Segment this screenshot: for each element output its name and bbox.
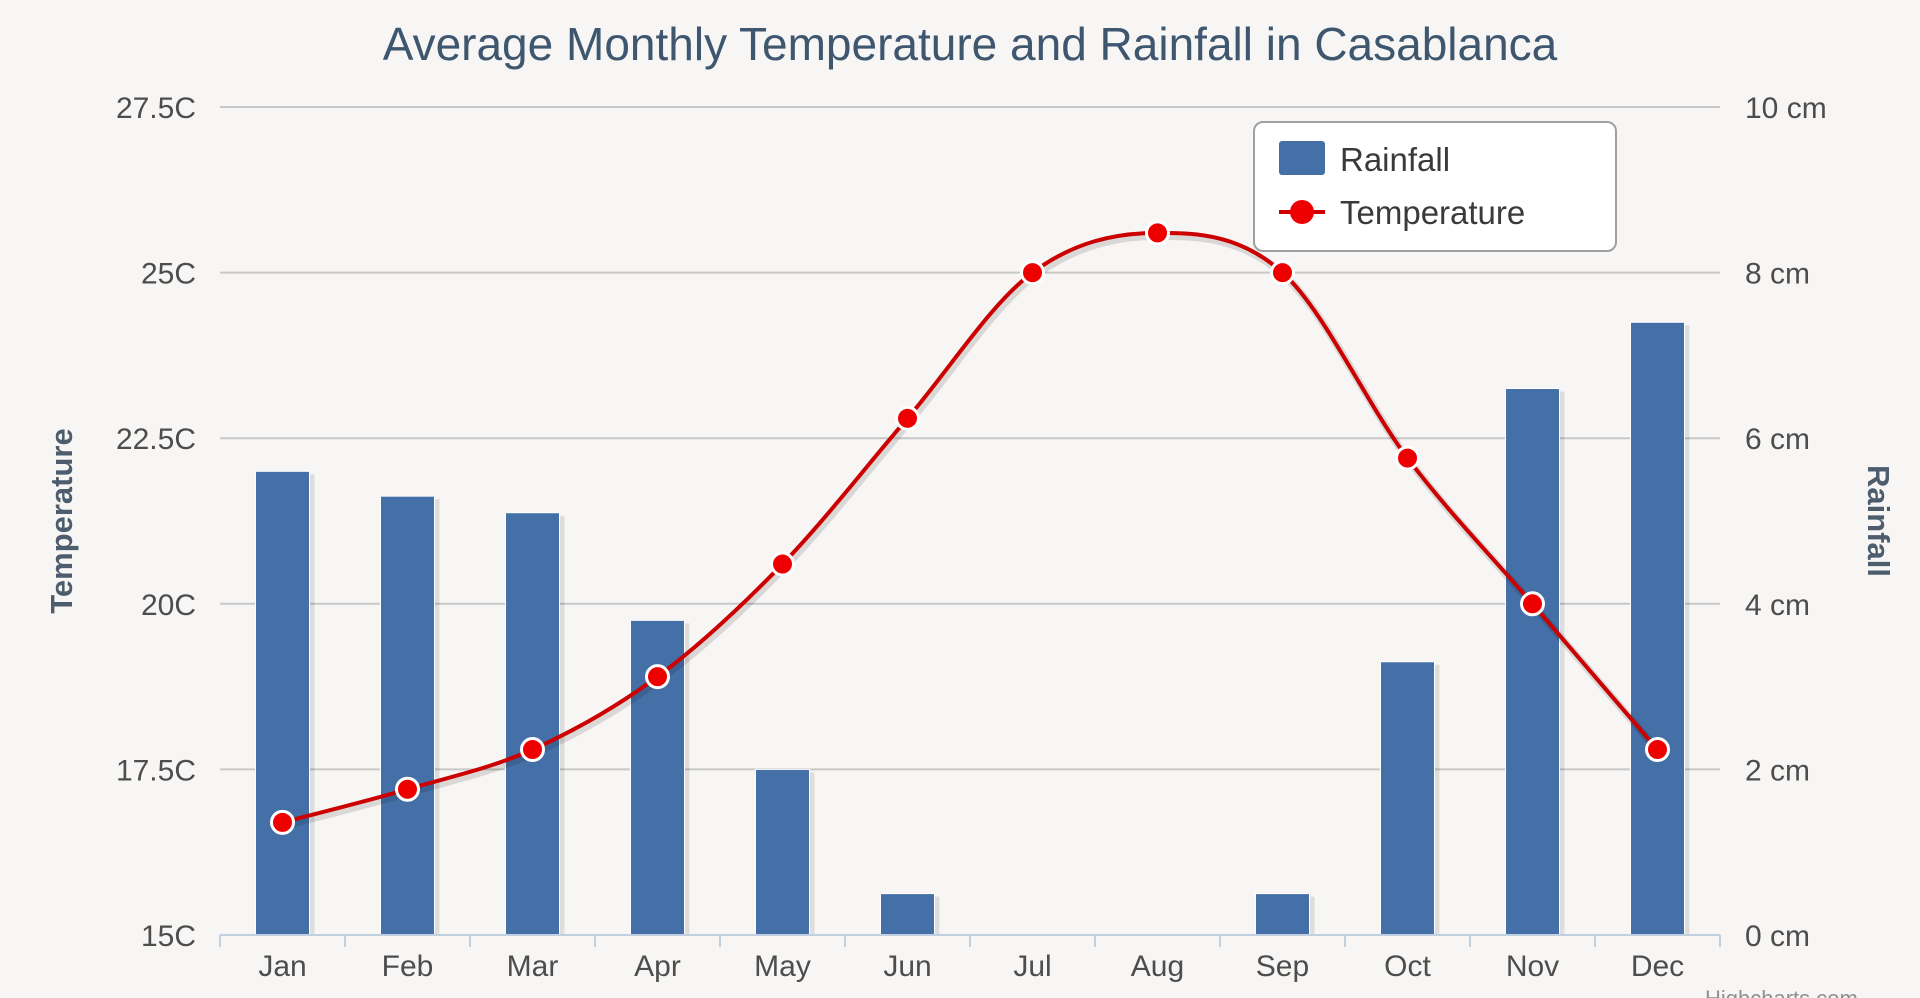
temperature-point[interactable] [270, 809, 295, 835]
temperature-point[interactable] [1270, 260, 1295, 286]
temperature-point[interactable] [520, 737, 545, 763]
x-tick-label: Oct [1384, 950, 1431, 983]
temperature-point[interactable] [395, 776, 420, 802]
y-left-tick-label: 17.5C [116, 754, 196, 787]
legend-rainfall-swatch [1279, 141, 1325, 175]
x-tick-label: Apr [634, 950, 681, 983]
temperature-point[interactable] [1020, 260, 1045, 286]
y-right-tick-label: 10 cm [1745, 92, 1827, 125]
rainfall-bar[interactable] [380, 495, 435, 936]
rainfall-bar[interactable] [755, 768, 810, 936]
temperature-line [281, 230, 1660, 825]
temperature-line-shadow [283, 231, 1663, 830]
chart-title: Average Monthly Temperature and Rainfall… [383, 18, 1558, 70]
y-left-tick-label: 27.5C [116, 92, 196, 125]
rainfall-bars [255, 321, 1690, 936]
x-tick-label: Aug [1131, 950, 1184, 983]
temperature-point[interactable] [1645, 737, 1670, 763]
x-tick-label: Nov [1506, 950, 1559, 983]
x-tick-label: Jul [1013, 950, 1051, 983]
chart-credit[interactable]: Highcharts.com [1705, 986, 1858, 998]
legend-temperature-marker [1290, 200, 1314, 224]
grid-lines [220, 106, 1720, 771]
rainfall-bar[interactable] [1505, 388, 1560, 936]
x-tick-label: Jan [258, 950, 306, 983]
temperature-point[interactable] [645, 664, 670, 690]
temperature-point[interactable] [1395, 445, 1420, 471]
y-right-tick-label: 8 cm [1745, 258, 1810, 291]
y-right-axis-title: Rainfall [1861, 465, 1896, 577]
temperature-point[interactable] [1520, 591, 1545, 617]
y-left-axis-title: Temperature [44, 428, 79, 614]
rainfall-bar[interactable] [255, 470, 310, 936]
x-tick-label: Dec [1631, 950, 1684, 983]
legend-rainfall-label[interactable]: Rainfall [1340, 141, 1450, 178]
temperature-line-series [270, 220, 1670, 835]
rainfall-bar[interactable] [505, 512, 560, 936]
temperature-point[interactable] [1145, 220, 1170, 246]
temperature-point[interactable] [770, 551, 795, 577]
temperature-point[interactable] [895, 405, 920, 431]
x-tick-label: May [754, 950, 811, 983]
y-right-tick-label: 0 cm [1745, 920, 1810, 953]
rainfall-bar[interactable] [1380, 661, 1435, 936]
rainfall-bar[interactable] [1630, 321, 1685, 936]
rainfall-bar[interactable] [880, 893, 935, 936]
axes: Jan Feb Mar Apr May Jun Jul Aug Sep Oct Nov Dec 15C 1… [44, 92, 1896, 998]
rainfall-bar[interactable] [1255, 893, 1310, 936]
y-right-tick-label: 4 cm [1745, 589, 1810, 622]
y-left-tick-label: 22.5C [116, 423, 196, 456]
legend: Rainfall Temperature [1253, 121, 1617, 252]
x-tick-label: Feb [382, 950, 434, 983]
x-tick-label: Mar [507, 950, 559, 983]
x-tick-label: Sep [1256, 950, 1309, 983]
y-right-tick-label: 6 cm [1745, 423, 1810, 456]
y-left-tick-label: 25C [141, 258, 196, 291]
y-left-tick-label: 15C [141, 920, 196, 953]
y-right-tick-label: 2 cm [1745, 754, 1810, 787]
legend-temperature-label[interactable]: Temperature [1340, 194, 1525, 231]
y-left-tick-label: 20C [141, 589, 196, 622]
x-tick-label: Jun [883, 950, 931, 983]
legend-box [1253, 121, 1617, 252]
